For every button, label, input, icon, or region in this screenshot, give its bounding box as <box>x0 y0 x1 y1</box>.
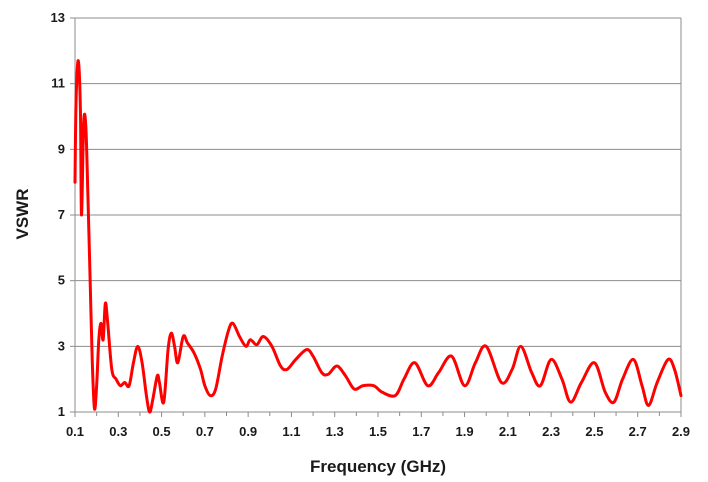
y-tick-label: 1 <box>58 404 65 419</box>
x-tick-label: 2.3 <box>542 424 560 439</box>
x-tick-label: 1.3 <box>326 424 344 439</box>
x-tick-label: 0.3 <box>109 424 127 439</box>
gridlines <box>75 17 681 413</box>
x-tick-label: 0.9 <box>239 424 257 439</box>
series-layer <box>73 59 683 414</box>
y-tick-label: 11 <box>51 76 65 91</box>
x-tick-label: 1.1 <box>282 424 300 439</box>
x-tick-label: 2.5 <box>585 424 603 439</box>
x-tick-label: 0.7 <box>196 424 214 439</box>
y-tick-label: 13 <box>51 10 65 25</box>
x-axis-title: Frequency (GHz) <box>310 457 446 476</box>
vswr-series-line <box>73 59 683 414</box>
y-axis-title: VSWR <box>13 189 32 240</box>
axes <box>70 17 682 417</box>
x-tick-label: 1.9 <box>456 424 474 439</box>
x-tick-labels: 0.1 0.3 0.5 0.7 0.9 1.1 1.3 1.5 1.7 1.9 2.1 2.3 2.5 2… <box>66 424 690 439</box>
y-tick-label: 3 <box>58 338 65 353</box>
x-tick-label: 0.5 <box>153 424 171 439</box>
y-tick-label: 9 <box>58 141 65 156</box>
x-tick-label: 0.1 <box>66 424 84 439</box>
x-tick-label: 1.5 <box>369 424 387 439</box>
x-tick-label: 2.1 <box>499 424 517 439</box>
x-tick-label: 1.7 <box>412 424 430 439</box>
x-tick-label: 2.9 <box>672 424 690 439</box>
y-tick-label: 7 <box>58 207 65 222</box>
y-tick-label: 5 <box>58 273 65 288</box>
x-tick-label: 2.7 <box>629 424 647 439</box>
